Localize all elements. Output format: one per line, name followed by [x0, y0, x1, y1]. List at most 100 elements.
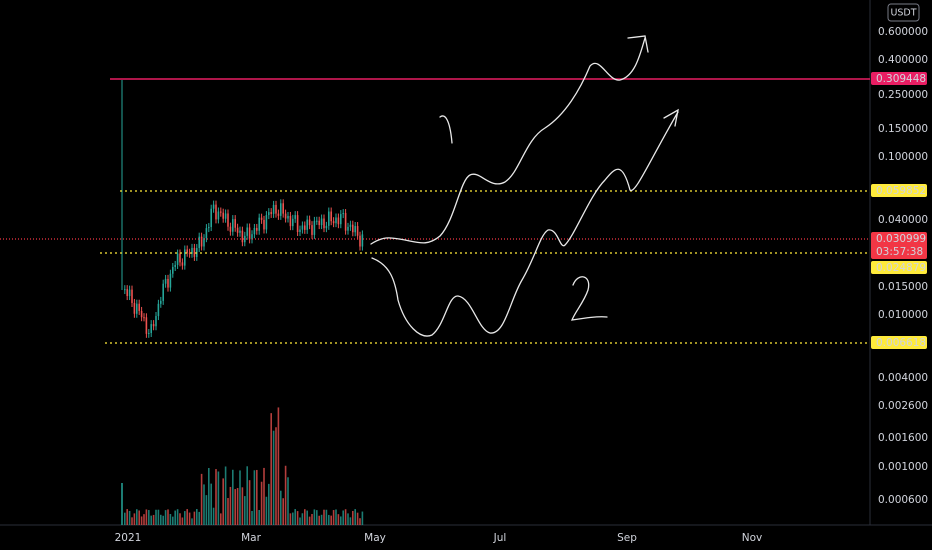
candle-body: [289, 215, 292, 227]
candle-body: [131, 289, 133, 303]
volume-bar: [229, 486, 232, 525]
candle-body: [143, 317, 145, 319]
candle-body: [136, 303, 138, 314]
candle-body: [184, 249, 186, 266]
candle-body: [356, 226, 359, 236]
price-tag-label: 0.309448: [876, 73, 926, 85]
candle-body: [260, 217, 263, 220]
volume-bar: [179, 513, 181, 525]
candle-body: [244, 235, 246, 243]
volume-bar: [181, 517, 184, 525]
volume-bar: [210, 483, 212, 525]
candle-body: [263, 219, 265, 230]
price-label: 0.250000: [878, 89, 928, 101]
candle-body: [313, 220, 316, 235]
price-label: 0.004000: [878, 372, 928, 384]
volume-bar: [172, 516, 174, 525]
candle-body: [191, 247, 193, 254]
time-label: Jul: [493, 532, 507, 544]
volume-bar: [320, 514, 323, 525]
candle-body: [174, 264, 176, 268]
drawing-arrow: [627, 35, 649, 53]
volume-bar: [160, 514, 162, 525]
volume-bar: [241, 487, 244, 525]
time-label: May: [364, 532, 386, 544]
candle-body: [287, 215, 289, 219]
candle-body: [318, 220, 320, 226]
volume-bar: [270, 413, 272, 525]
drawing-glyph: [571, 276, 608, 321]
candle-body: [169, 273, 172, 288]
volume-bar: [131, 517, 133, 525]
candle-body: [188, 252, 191, 254]
volume-bar: [275, 427, 277, 525]
candle-body: [277, 213, 280, 216]
candle-body: [320, 218, 323, 226]
volume-bar: [263, 467, 265, 525]
candle-body: [335, 217, 337, 224]
volume-bar: [251, 510, 253, 525]
candle-body: [232, 219, 234, 232]
price-tag-box: [871, 232, 927, 259]
volume-bar: [220, 513, 222, 525]
volume-bar: [205, 495, 208, 525]
volume-bar: [124, 512, 126, 525]
volume-bar: [325, 509, 328, 525]
volume-bar: [184, 511, 186, 525]
volume-bar: [128, 510, 131, 525]
candle-body: [270, 212, 272, 214]
price-label: 0.400000: [878, 54, 928, 66]
volume-bar: [164, 510, 167, 525]
volume-bar: [323, 509, 325, 525]
candle-body: [234, 219, 236, 228]
candle-body: [224, 213, 227, 219]
volume-bar: [224, 466, 227, 525]
volume-bar: [337, 514, 340, 525]
time-label: Sep: [617, 532, 637, 544]
candle-body: [217, 211, 220, 220]
time-axis: 2021 Mar May Jul Sep Nov: [115, 532, 763, 544]
candle-body: [133, 302, 136, 314]
candle-body: [239, 230, 241, 233]
volume-bar: [186, 509, 188, 525]
candle-body: [140, 310, 143, 318]
candle-body: [152, 324, 155, 327]
volume-bar: [232, 469, 234, 525]
volume-bar: [289, 513, 292, 525]
candle-body: [200, 236, 203, 247]
candle-body: [167, 278, 169, 288]
volume-bar: [155, 509, 157, 525]
volume-bar: [311, 514, 313, 525]
candle-body: [160, 300, 162, 304]
volume-bar: [258, 510, 260, 525]
price-tag-box: [871, 261, 927, 274]
candle-body: [282, 203, 284, 214]
volume-bar: [215, 469, 217, 525]
candle-body: [128, 289, 131, 297]
volume-bar: [150, 515, 152, 525]
volume-bar: [335, 509, 337, 525]
candle-body: [352, 224, 354, 233]
volume-bar: [354, 509, 356, 525]
candle-body: [210, 208, 212, 228]
volume-bar: [212, 507, 215, 525]
price-tag-box: [871, 184, 927, 197]
time-label: 2021: [115, 532, 142, 544]
time-label: Mar: [241, 532, 261, 544]
volume-bar: [313, 509, 316, 525]
candle-body: [272, 204, 275, 214]
volume-bar: [308, 516, 311, 525]
volume-bar: [188, 512, 191, 525]
time-label: Nov: [742, 532, 763, 544]
volume-bar: [352, 510, 354, 525]
volume-bar: [299, 517, 301, 525]
price-label: 0.040000: [878, 214, 928, 226]
candle-body: [275, 204, 277, 214]
candle-body: [193, 247, 196, 257]
candle-body: [323, 218, 325, 229]
candle-body: [181, 262, 184, 266]
volume-bar: [143, 514, 145, 525]
